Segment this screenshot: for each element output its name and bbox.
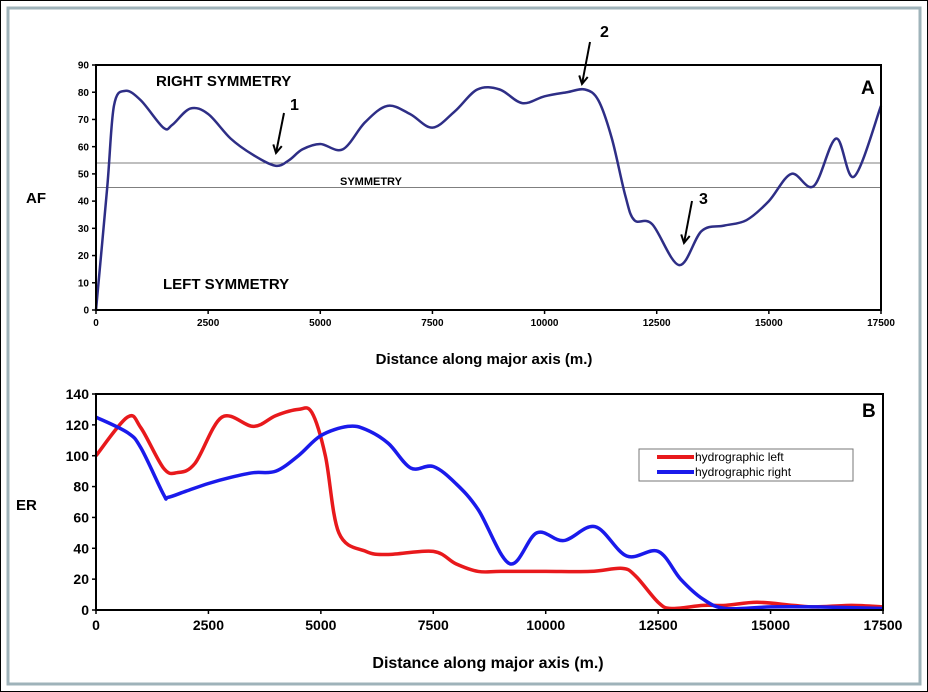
x-axis-title-b: Distance along major axis (m.) [372,655,603,672]
arrow-head-icon [578,75,589,87]
x-tick-label: 5000 [305,617,336,633]
y-tick-label: 0 [83,306,89,317]
x-tick-label: 2500 [197,318,220,329]
y-tick-label: 80 [78,88,90,99]
x-axis-title-a: Distance along major axis (m.) [376,351,593,368]
legend-label-left: hydrographic left [695,450,784,464]
x-tick-label: 7500 [418,617,449,633]
y-axis-title-b: ER [16,497,37,514]
y-tick-label: 70 [78,115,90,126]
chart-a: 0 2500 5000 7500 10000 12500 15000 17500 0 10 20 30… [26,24,895,368]
series-line-hydrographic-left [94,406,884,611]
x-tick-label: 12500 [643,318,671,329]
annotation-1: 1 [290,97,299,114]
x-tick-label: 12500 [639,617,678,633]
y-tick-label: 20 [78,251,90,262]
x-tick-label: 17500 [864,617,903,633]
y-tick-label: 60 [73,509,89,525]
y-tick-label: 80 [73,479,89,495]
annotation-arrow [275,112,285,154]
y-tick-label: 120 [66,417,90,433]
y-tick-label: 0 [81,602,89,618]
annotation-2: 2 [600,24,609,41]
y-tick-label: 20 [73,571,89,587]
x-tick-label: 15000 [751,617,790,633]
x-tick-label: 2500 [193,617,224,633]
x-tick-label: 17500 [867,318,895,329]
y-tick-label: 40 [73,540,89,556]
y-tick-label: 90 [78,61,90,72]
legend: hydrographic left hydrographic right [638,448,854,482]
y-tick-label: 10 [78,278,90,289]
y-axis-title-a: AF [26,190,46,207]
region-label-left: LEFT SYMMETRY [163,276,289,293]
x-tick-label: 10000 [526,617,565,633]
annotation-arrow [581,41,591,85]
panel-label-b: B [862,401,876,422]
y-tick-label: 40 [78,197,90,208]
x-tick-label: 10000 [531,318,559,329]
x-tick-label: 0 [92,617,100,633]
x-tick-label: 0 [93,318,99,329]
x-tick-label: 5000 [309,318,332,329]
plot-area-b [95,393,884,611]
y-tick-label: 60 [78,142,90,153]
plot-area-a [95,64,882,311]
legend-label-right: hydrographic right [695,465,792,479]
series-line-af [94,86,883,311]
inner-frame [6,6,922,686]
series-line-hydrographic-right [95,415,884,611]
annotation-3: 3 [699,191,708,208]
chart-b: 0 2500 5000 7500 10000 12500 15000 17500 0 20 40 60… [16,386,903,672]
y-tick-label: 50 [78,169,90,180]
annotation-arrow [683,200,693,244]
panel-label-a: A [861,78,875,99]
x-tick-label: 15000 [755,318,783,329]
region-label-right: RIGHT SYMMETRY [156,73,291,90]
arrow-head-icon [272,144,283,156]
x-tick-label: 7500 [421,318,444,329]
arrow-head-icon [680,234,691,246]
region-label-symmetry: SYMMETRY [340,176,403,188]
y-tick-label: 100 [66,448,90,464]
y-tick-label: 30 [78,224,90,235]
y-tick-label: 140 [66,386,90,402]
legend-box [638,448,854,482]
